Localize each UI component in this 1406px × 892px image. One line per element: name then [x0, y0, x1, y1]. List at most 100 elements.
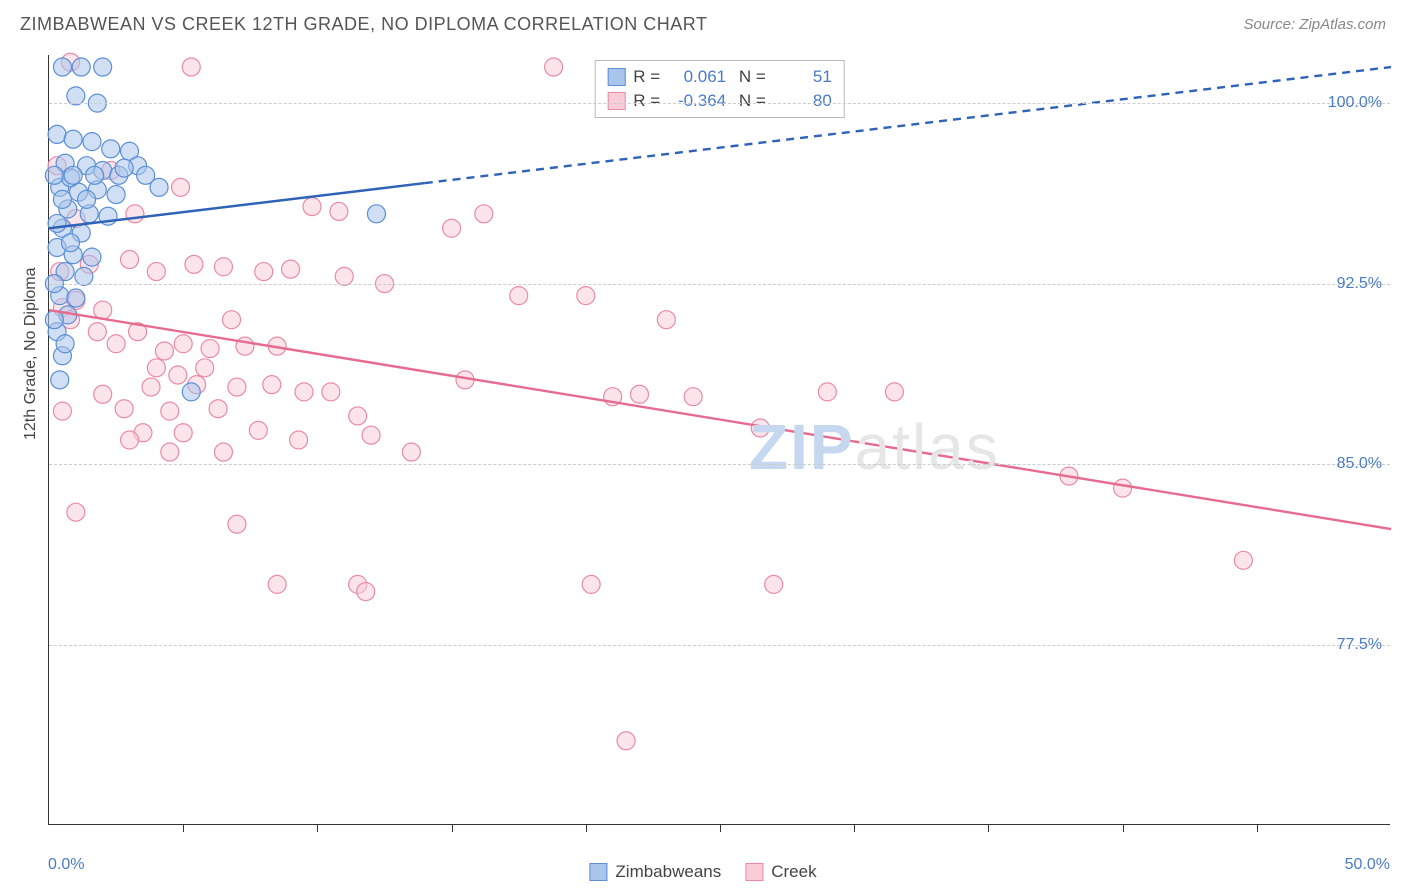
n-label: N =: [734, 65, 766, 89]
data-point: [582, 575, 600, 593]
data-point: [121, 431, 139, 449]
data-point: [402, 443, 420, 461]
x-min-label: 0.0%: [48, 856, 84, 874]
chart-header: ZIMBABWEAN VS CREEK 12TH GRADE, NO DIPLO…: [0, 0, 1406, 48]
swatch-pink-icon: [745, 863, 763, 881]
data-point: [510, 287, 528, 305]
data-point: [268, 575, 286, 593]
y-tick-label: 77.5%: [1337, 636, 1382, 654]
y-tick-label: 85.0%: [1337, 455, 1382, 473]
data-point: [56, 335, 74, 353]
chart-source: Source: ZipAtlas.com: [1243, 16, 1386, 33]
data-point: [48, 214, 66, 232]
data-point: [53, 190, 71, 208]
r-label: R =: [633, 65, 660, 89]
data-point: [72, 58, 90, 76]
trend-line: [49, 310, 1391, 529]
n-label: N =: [734, 89, 766, 113]
data-point: [295, 383, 313, 401]
data-point: [443, 219, 461, 237]
data-point: [303, 198, 321, 216]
gridline: [49, 103, 1390, 104]
x-tick: [854, 824, 855, 832]
data-point: [142, 378, 160, 396]
legend-row-blue: R = 0.061 N = 51: [607, 65, 832, 89]
data-point: [155, 342, 173, 360]
data-point: [172, 178, 190, 196]
data-point: [290, 431, 308, 449]
data-point: [475, 205, 493, 223]
data-point: [67, 503, 85, 521]
data-point: [174, 335, 192, 353]
y-tick-label: 92.5%: [1337, 275, 1382, 293]
legend-item-creek: Creek: [745, 862, 816, 882]
data-point: [94, 385, 112, 403]
data-point: [255, 263, 273, 281]
data-point: [78, 190, 96, 208]
data-point: [214, 258, 232, 276]
data-point: [64, 166, 82, 184]
data-point: [357, 583, 375, 601]
data-point: [545, 58, 563, 76]
data-point: [630, 385, 648, 403]
data-point: [86, 166, 104, 184]
data-point: [617, 732, 635, 750]
x-tick: [1257, 824, 1258, 832]
swatch-pink-icon: [607, 92, 625, 110]
data-point: [83, 248, 101, 266]
r-value-blue: 0.061: [668, 65, 726, 89]
n-value-blue: 51: [774, 65, 832, 89]
r-label: R =: [633, 89, 660, 113]
data-point: [115, 159, 133, 177]
n-value-pink: 80: [774, 89, 832, 113]
correlation-legend: R = 0.061 N = 51 R = -0.364 N = 80: [594, 60, 845, 118]
data-point: [169, 366, 187, 384]
data-point: [322, 383, 340, 401]
data-point: [48, 125, 66, 143]
data-point: [147, 263, 165, 281]
data-point: [885, 383, 903, 401]
gridline: [49, 464, 1390, 465]
data-point: [115, 400, 133, 418]
data-point: [249, 421, 267, 439]
data-point: [684, 388, 702, 406]
gridline: [49, 284, 1390, 285]
data-point: [214, 443, 232, 461]
x-tick: [183, 824, 184, 832]
data-point: [362, 426, 380, 444]
data-point: [64, 130, 82, 148]
data-point: [1114, 479, 1132, 497]
data-point: [228, 515, 246, 533]
data-point: [61, 234, 79, 252]
data-point: [121, 251, 139, 269]
data-point: [182, 383, 200, 401]
r-value-pink: -0.364: [668, 89, 726, 113]
data-point: [102, 140, 120, 158]
x-tick: [317, 824, 318, 832]
data-point: [53, 58, 71, 76]
legend-label: Creek: [771, 862, 816, 882]
data-point: [161, 443, 179, 461]
x-tick: [988, 824, 989, 832]
chart-plot-area: R = 0.061 N = 51 R = -0.364 N = 80 ZIPat…: [48, 55, 1390, 825]
legend-row-pink: R = -0.364 N = 80: [607, 89, 832, 113]
data-point: [94, 58, 112, 76]
x-tick: [586, 824, 587, 832]
data-point: [185, 255, 203, 273]
data-point: [201, 340, 219, 358]
data-point: [818, 383, 836, 401]
data-point: [228, 378, 246, 396]
legend-label: Zimbabweans: [615, 862, 721, 882]
data-point: [67, 289, 85, 307]
data-point: [1234, 551, 1252, 569]
data-point: [209, 400, 227, 418]
data-point: [83, 133, 101, 151]
data-point: [182, 58, 200, 76]
x-tick: [452, 824, 453, 832]
data-point: [577, 287, 595, 305]
legend-item-zimbabweans: Zimbabweans: [589, 862, 721, 882]
data-point: [107, 186, 125, 204]
data-point: [161, 402, 179, 420]
series-legend: Zimbabweans Creek: [589, 862, 816, 882]
data-point: [282, 260, 300, 278]
